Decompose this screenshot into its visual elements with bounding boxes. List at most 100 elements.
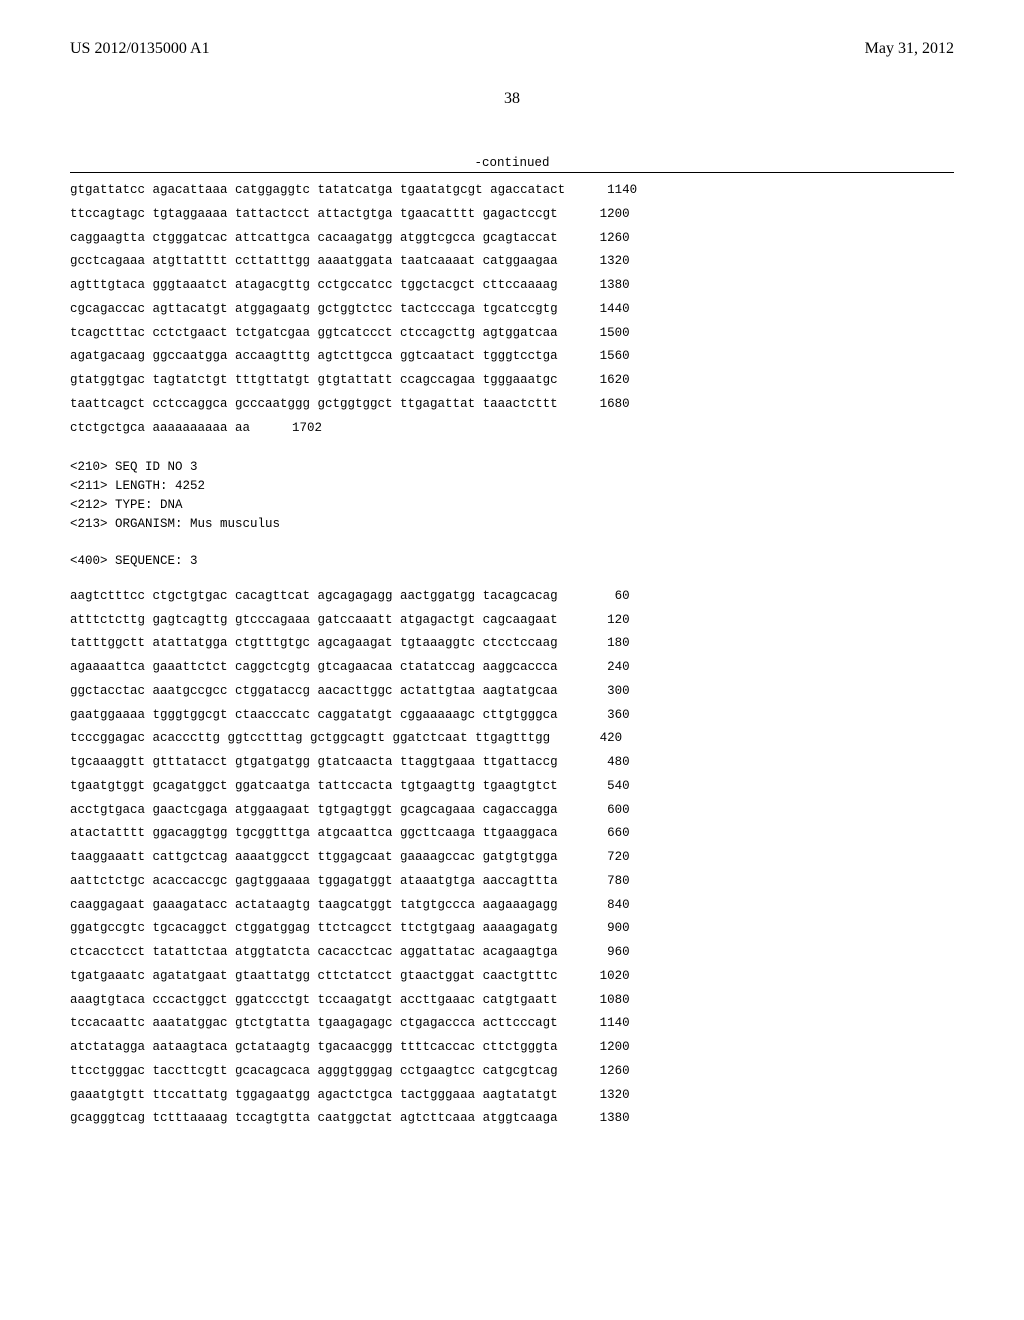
sequence-text: caaggagaat gaaagatacc actataagtg taagcat… bbox=[70, 894, 558, 918]
sequence-position: 900 bbox=[558, 917, 630, 941]
sequence-row: tcagctttac cctctgaact tctgatcgaa ggtcatc… bbox=[70, 322, 954, 346]
sequence-position: 1500 bbox=[558, 322, 630, 346]
sequence-position: 540 bbox=[558, 775, 630, 799]
publication-number: US 2012/0135000 A1 bbox=[70, 40, 210, 58]
sequence-row: atactatttt ggacaggtgg tgcggtttga atgcaat… bbox=[70, 822, 954, 846]
sequence-row: tgatgaaatc agatatgaat gtaattatgg cttctat… bbox=[70, 965, 954, 989]
sequence-text: ttcctgggac taccttcgtt gcacagcaca agggtgg… bbox=[70, 1060, 558, 1084]
sequence-position: 1380 bbox=[558, 274, 630, 298]
sequence-row: tcccggagac acacccttg ggtcctttag gctggcag… bbox=[70, 727, 954, 751]
sequence-row: caggaagtta ctgggatcac attcattgca cacaaga… bbox=[70, 227, 954, 251]
top-rule bbox=[70, 172, 954, 173]
sequence-text: tccacaattc aaatatggac gtctgtatta tgaagag… bbox=[70, 1012, 558, 1036]
sequence-text: gaatggaaaa tgggtggcgt ctaacccatc caggata… bbox=[70, 704, 558, 728]
sequence-row: ctctgctgca aaaaaaaaaa aa1702 bbox=[70, 417, 954, 441]
sequence-text: gcagggtcag tctttaaaag tccagtgtta caatggc… bbox=[70, 1107, 558, 1131]
sequence-row: caaggagaat gaaagatacc actataagtg taagcat… bbox=[70, 894, 954, 918]
publication-date: May 31, 2012 bbox=[865, 40, 954, 58]
sequence-row: taaggaaatt cattgctcag aaaatggcct ttggagc… bbox=[70, 846, 954, 870]
sequence-text: taaggaaatt cattgctcag aaaatggcct ttggagc… bbox=[70, 846, 558, 870]
page-number: 38 bbox=[70, 90, 954, 108]
sequence-text: ctctgctgca aaaaaaaaaa aa bbox=[70, 417, 250, 441]
sequence-row: cgcagaccac agttacatgt atggagaatg gctggtc… bbox=[70, 298, 954, 322]
sequence-position: 1320 bbox=[558, 1084, 630, 1108]
sequence-position: 480 bbox=[558, 751, 630, 775]
sequence-position: 1440 bbox=[558, 298, 630, 322]
sequence-text: gtgattatcc agacattaaa catggaggtc tatatca… bbox=[70, 179, 565, 203]
sequence-text: taattcagct cctccaggca gcccaatggg gctggtg… bbox=[70, 393, 558, 417]
sequence-text: atctatagga aataagtaca gctataagtg tgacaac… bbox=[70, 1036, 558, 1060]
sequence-text: ggatgccgtc tgcacaggct ctggatggag ttctcag… bbox=[70, 917, 558, 941]
sequence-position: 180 bbox=[558, 632, 630, 656]
sequence-position: 1320 bbox=[558, 250, 630, 274]
sequence-row: tatttggctt atattatgga ctgtttgtgc agcagaa… bbox=[70, 632, 954, 656]
sequence-position: 300 bbox=[558, 680, 630, 704]
sequence-text: aagtctttcc ctgctgtgac cacagttcat agcagag… bbox=[70, 585, 558, 609]
page-header: US 2012/0135000 A1 May 31, 2012 bbox=[70, 40, 954, 58]
sequence-text: ggctacctac aaatgccgcc ctggataccg aacactt… bbox=[70, 680, 558, 704]
sequence-position: 1620 bbox=[558, 369, 630, 393]
sequence-row: agatgacaag ggccaatgga accaagtttg agtcttg… bbox=[70, 345, 954, 369]
sequence-text: acctgtgaca gaactcgaga atggaagaat tgtgagt… bbox=[70, 799, 558, 823]
continued-label: -continued bbox=[70, 156, 954, 170]
sequence-position: 1260 bbox=[558, 1060, 630, 1084]
sequence-text: agatgacaag ggccaatgga accaagtttg agtcttg… bbox=[70, 345, 558, 369]
sequence-text: atttctcttg gagtcagttg gtcccagaaa gatccaa… bbox=[70, 609, 558, 633]
sequence-text: cgcagaccac agttacatgt atggagaatg gctggtc… bbox=[70, 298, 558, 322]
meta-line: <400> SEQUENCE: 3 bbox=[70, 552, 954, 571]
sequence-row: aaagtgtaca cccactggct ggatccctgt tccaaga… bbox=[70, 989, 954, 1013]
sequence-row: aagtctttcc ctgctgtgac cacagttcat agcagag… bbox=[70, 585, 954, 609]
sequence-text: aattctctgc acaccaccgc gagtggaaaa tggagat… bbox=[70, 870, 558, 894]
sequence-block-2: aagtctttcc ctgctgtgac cacagttcat agcagag… bbox=[70, 585, 954, 1131]
sequence-position: 120 bbox=[558, 609, 630, 633]
sequence-text: agaaaattca gaaattctct caggctcgtg gtcagaa… bbox=[70, 656, 558, 680]
sequence-row: ttccagtagc tgtaggaaaa tattactcct attactg… bbox=[70, 203, 954, 227]
sequence-position: 360 bbox=[558, 704, 630, 728]
sequence-text: tcagctttac cctctgaact tctgatcgaa ggtcatc… bbox=[70, 322, 558, 346]
sequence-position: 960 bbox=[558, 941, 630, 965]
meta-line bbox=[70, 533, 954, 552]
meta-line: <210> SEQ ID NO 3 bbox=[70, 458, 954, 477]
meta-line: <211> LENGTH: 4252 bbox=[70, 477, 954, 496]
sequence-position: 240 bbox=[558, 656, 630, 680]
sequence-text: tgatgaaatc agatatgaat gtaattatgg cttctat… bbox=[70, 965, 558, 989]
sequence-row: acctgtgaca gaactcgaga atggaagaat tgtgagt… bbox=[70, 799, 954, 823]
sequence-row: gcagggtcag tctttaaaag tccagtgtta caatggc… bbox=[70, 1107, 954, 1131]
sequence-position: 780 bbox=[558, 870, 630, 894]
sequence-row: ctcacctcct tatattctaa atggtatcta cacacct… bbox=[70, 941, 954, 965]
sequence-text: gaaatgtgtt ttccattatg tggagaatgg agactct… bbox=[70, 1084, 558, 1108]
sequence-text: tcccggagac acacccttg ggtcctttag gctggcag… bbox=[70, 727, 550, 751]
sequence-position: 660 bbox=[558, 822, 630, 846]
sequence-row: aattctctgc acaccaccgc gagtggaaaa tggagat… bbox=[70, 870, 954, 894]
sequence-meta: <210> SEQ ID NO 3<211> LENGTH: 4252<212>… bbox=[70, 458, 954, 571]
sequence-row: gcctcagaaa atgttatttt ccttatttgg aaaatgg… bbox=[70, 250, 954, 274]
sequence-text: tgcaaaggtt gtttatacct gtgatgatgg gtatcaa… bbox=[70, 751, 558, 775]
sequence-position: 1680 bbox=[558, 393, 630, 417]
sequence-row: ggatgccgtc tgcacaggct ctggatggag ttctcag… bbox=[70, 917, 954, 941]
sequence-position: 1140 bbox=[558, 1012, 630, 1036]
sequence-position: 720 bbox=[558, 846, 630, 870]
sequence-text: aaagtgtaca cccactggct ggatccctgt tccaaga… bbox=[70, 989, 558, 1013]
sequence-block-1: gtgattatcc agacattaaa catggaggtc tatatca… bbox=[70, 179, 954, 440]
sequence-row: ggctacctac aaatgccgcc ctggataccg aacactt… bbox=[70, 680, 954, 704]
sequence-position: 1080 bbox=[558, 989, 630, 1013]
sequence-position: 1702 bbox=[250, 417, 322, 441]
sequence-position: 1260 bbox=[558, 227, 630, 251]
sequence-text: tgaatgtggt gcagatggct ggatcaatga tattcca… bbox=[70, 775, 558, 799]
sequence-row: tgaatgtggt gcagatggct ggatcaatga tattcca… bbox=[70, 775, 954, 799]
sequence-row: taattcagct cctccaggca gcccaatggg gctggtg… bbox=[70, 393, 954, 417]
patent-page: US 2012/0135000 A1 May 31, 2012 38 -cont… bbox=[0, 0, 1024, 1171]
sequence-row: gaatggaaaa tgggtggcgt ctaacccatc caggata… bbox=[70, 704, 954, 728]
sequence-text: ctcacctcct tatattctaa atggtatcta cacacct… bbox=[70, 941, 558, 965]
sequence-position: 1380 bbox=[558, 1107, 630, 1131]
sequence-row: agaaaattca gaaattctct caggctcgtg gtcagaa… bbox=[70, 656, 954, 680]
sequence-position: 1140 bbox=[565, 179, 637, 203]
sequence-text: ttccagtagc tgtaggaaaa tattactcct attactg… bbox=[70, 203, 558, 227]
sequence-row: gtgattatcc agacattaaa catggaggtc tatatca… bbox=[70, 179, 954, 203]
sequence-position: 1020 bbox=[558, 965, 630, 989]
sequence-row: atttctcttg gagtcagttg gtcccagaaa gatccaa… bbox=[70, 609, 954, 633]
sequence-row: gtatggtgac tagtatctgt tttgttatgt gtgtatt… bbox=[70, 369, 954, 393]
sequence-text: gcctcagaaa atgttatttt ccttatttgg aaaatgg… bbox=[70, 250, 558, 274]
meta-line: <213> ORGANISM: Mus musculus bbox=[70, 515, 954, 534]
sequence-position: 420 bbox=[550, 727, 622, 751]
